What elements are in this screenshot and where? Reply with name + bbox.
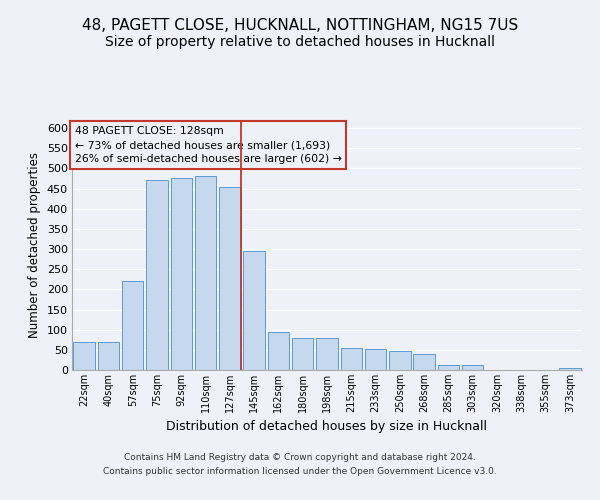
Bar — [559, 368, 581, 370]
Bar — [365, 348, 386, 370]
Bar — [244, 251, 265, 370]
Bar — [98, 342, 119, 370]
Text: 48, PAGETT CLOSE, HUCKNALL, NOTTINGHAM, NG15 7US: 48, PAGETT CLOSE, HUCKNALL, NOTTINGHAM, … — [82, 18, 518, 32]
Bar — [73, 342, 95, 370]
Bar — [438, 365, 459, 370]
Bar — [195, 176, 216, 370]
Bar — [292, 338, 313, 370]
Bar — [122, 282, 143, 370]
X-axis label: Distribution of detached houses by size in Hucknall: Distribution of detached houses by size … — [167, 420, 487, 434]
Text: 48 PAGETT CLOSE: 128sqm
← 73% of detached houses are smaller (1,693)
26% of semi: 48 PAGETT CLOSE: 128sqm ← 73% of detache… — [74, 126, 341, 164]
Text: Size of property relative to detached houses in Hucknall: Size of property relative to detached ho… — [105, 35, 495, 49]
Y-axis label: Number of detached properties: Number of detached properties — [28, 152, 41, 338]
Bar — [268, 332, 289, 370]
Bar — [389, 350, 410, 370]
Bar — [146, 180, 167, 370]
Bar — [462, 365, 484, 370]
Bar — [219, 186, 241, 370]
Bar — [341, 348, 362, 370]
Text: Contains public sector information licensed under the Open Government Licence v3: Contains public sector information licen… — [103, 467, 497, 476]
Bar — [316, 338, 338, 370]
Text: Contains HM Land Registry data © Crown copyright and database right 2024.: Contains HM Land Registry data © Crown c… — [124, 454, 476, 462]
Bar — [413, 354, 435, 370]
Bar — [170, 178, 192, 370]
